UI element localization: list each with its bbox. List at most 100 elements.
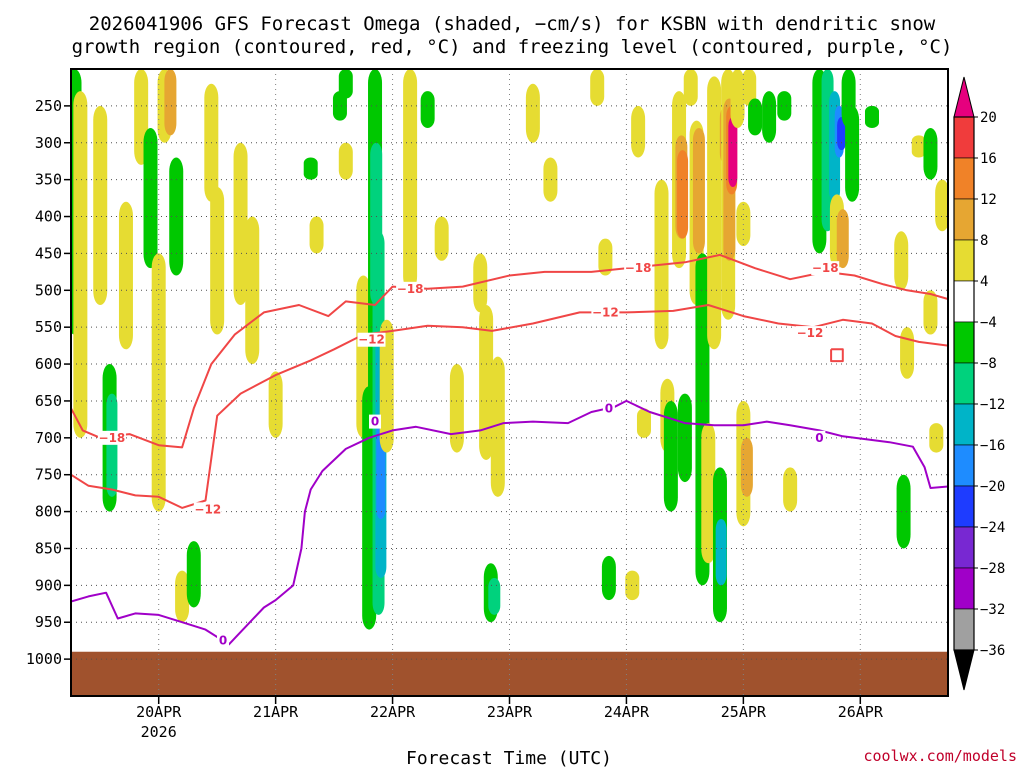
contour-label-bg	[396, 281, 425, 296]
colorbar-label: 16	[980, 151, 997, 167]
omega-cell	[923, 290, 938, 335]
omega-cell	[762, 91, 777, 143]
colorbar-swatch	[953, 526, 975, 569]
colorbar-frame	[953, 116, 975, 651]
omega-cell	[186, 541, 201, 608]
x-tick-label: 26APR	[838, 703, 884, 721]
colorbar-label: −16	[980, 438, 1005, 454]
contour-label: −18	[397, 282, 424, 296]
omega-cell	[590, 69, 605, 106]
omega-cell	[677, 393, 692, 483]
omega-cell	[488, 577, 501, 615]
colorbar-swatch	[953, 362, 975, 405]
omega-cell	[525, 83, 540, 143]
omega-cell	[783, 467, 798, 512]
x-tick-label: 21APR	[253, 703, 299, 721]
colorbar-label: −24	[980, 520, 1005, 536]
colorbar-label: −8	[980, 356, 997, 372]
omega-cell	[740, 437, 753, 497]
omega-cell	[692, 128, 705, 254]
contour-label-bg	[624, 261, 653, 276]
omega-cell	[730, 69, 745, 129]
y-tick-label: 250	[35, 97, 62, 115]
omega-cell	[736, 201, 751, 247]
omega-cell	[420, 91, 435, 129]
omega-cell	[864, 105, 879, 129]
omega-cell	[379, 319, 394, 453]
omega-cell	[677, 150, 689, 239]
omega-cell	[543, 157, 558, 202]
contour-label: 0	[605, 401, 613, 415]
y-tick-label: 750	[35, 466, 62, 484]
colorbar-swatch	[953, 608, 975, 651]
omega-cell	[894, 231, 909, 291]
omega-cell	[837, 116, 847, 151]
omega-cell	[663, 400, 678, 512]
contour-label-bg	[813, 430, 826, 445]
omega-cell	[598, 238, 613, 276]
omega-cell	[728, 116, 738, 188]
y-tick-label: 400	[35, 208, 62, 226]
omega-cell	[707, 76, 722, 350]
y-tick-label: 950	[35, 613, 62, 631]
colorbar-label: −20	[980, 479, 1005, 495]
colorbar-swatch	[953, 321, 975, 364]
contour-label: −18	[625, 261, 652, 275]
omega-cell	[309, 216, 324, 254]
contour-label-bg	[369, 414, 382, 429]
colorbar-swatch	[953, 280, 975, 323]
contour-line	[830, 348, 844, 363]
omega-cell	[233, 142, 248, 306]
x-tick-label: 22APR	[370, 703, 416, 721]
colorbar-label: −4	[980, 315, 997, 331]
omega-cell	[403, 69, 418, 291]
omega-cell	[143, 128, 158, 269]
contour-label-bg	[357, 332, 386, 347]
watermark: coolwx.com/models	[863, 747, 1017, 765]
colorbar-swatch	[953, 157, 975, 200]
contour-label-bg	[602, 401, 615, 416]
colorbar-swatch	[953, 198, 975, 241]
omega-cell	[935, 179, 948, 232]
omega-cell	[631, 105, 646, 158]
y-tick-label: 500	[35, 281, 62, 299]
colorbar-label: −32	[980, 602, 1005, 618]
omega-cell	[636, 408, 651, 438]
omega-cell	[106, 393, 118, 497]
x-tick-sublabel: 2026	[141, 723, 177, 741]
y-tick-label: 850	[35, 539, 62, 557]
contour-label: −12	[592, 305, 619, 319]
y-tick-label: 700	[35, 429, 62, 447]
contour-line	[71, 399, 948, 646]
colorbar-top-arrow	[953, 76, 975, 118]
omega-cell	[845, 105, 860, 202]
contour-label-bg	[193, 502, 222, 517]
x-tick-label: 24APR	[604, 703, 650, 721]
omega-cell	[93, 105, 108, 306]
omega-cell	[701, 423, 716, 564]
colorbar-swatch	[953, 444, 975, 487]
contour-label-bg	[217, 633, 230, 648]
omega-cell	[303, 157, 318, 180]
omega-cell	[164, 69, 177, 136]
y-tick-label: 650	[35, 392, 62, 410]
colorbar-swatch	[953, 239, 975, 282]
y-axis: 250 300 350 400 450 500 550 600 650 700 750 800 850 9…	[26, 97, 71, 668]
omega-cell	[490, 356, 505, 497]
colorbar-label: 4	[980, 274, 988, 290]
omega-cell	[900, 327, 915, 379]
omega-cell	[151, 253, 166, 512]
contour-label-bg	[811, 261, 840, 276]
colorbar-swatch	[953, 567, 975, 610]
omega-cell	[683, 69, 698, 106]
omega-shading	[71, 69, 948, 630]
contour-label: −18	[812, 261, 839, 275]
colorbar-label: −28	[980, 561, 1005, 577]
contour-label: −12	[797, 326, 824, 340]
omega-cell	[175, 570, 190, 623]
y-tick-label: 300	[35, 134, 62, 152]
omega-cell	[748, 98, 763, 136]
omega-cell	[911, 135, 926, 158]
contour-label: −12	[358, 333, 385, 347]
